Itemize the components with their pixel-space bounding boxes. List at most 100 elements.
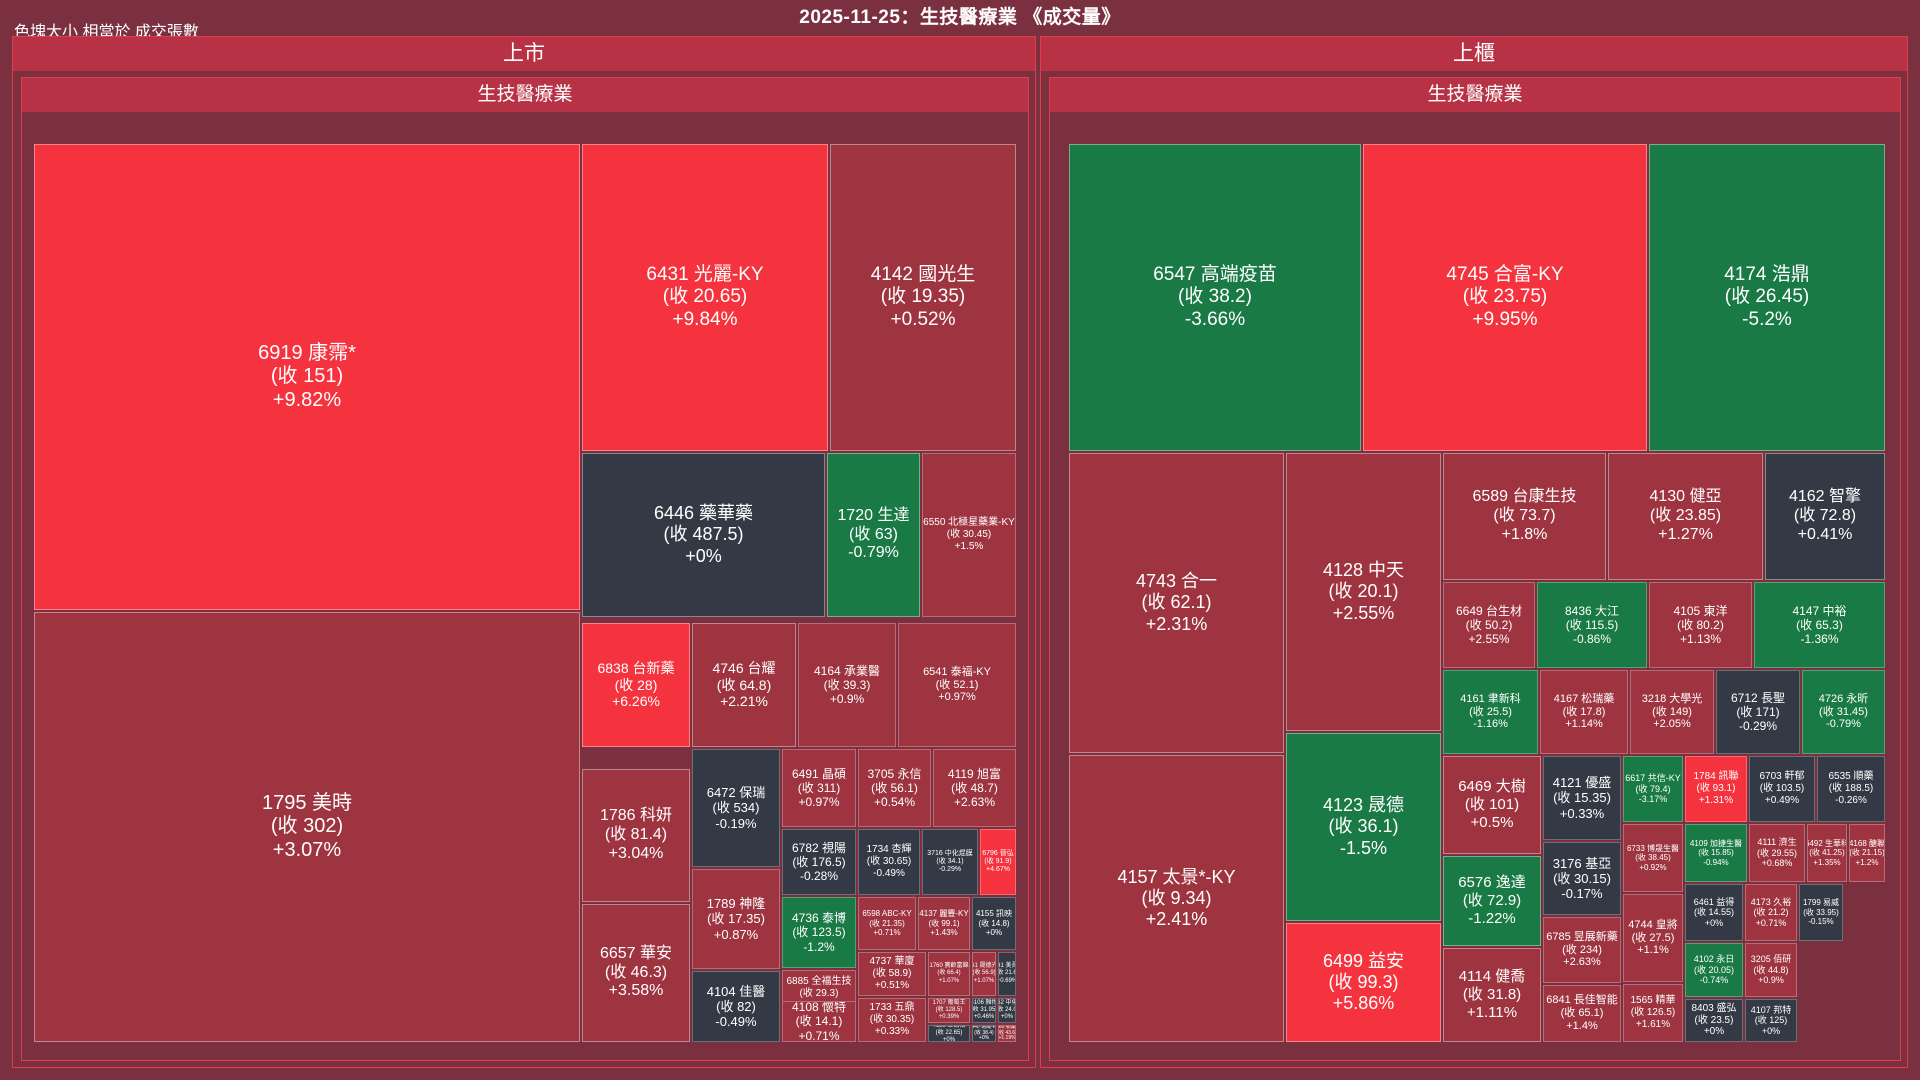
treemap-tile[interactable]: 4109 加捷生醫 (收 15.85) -0.94% bbox=[1685, 824, 1747, 882]
treemap-tile[interactable]: 1707 葡萄王 (收 128.5) +0.39% bbox=[928, 998, 970, 1023]
treemap-tile[interactable]: 4107 邦特 (收 125) +0% bbox=[1745, 999, 1797, 1042]
treemap-tile[interactable]: 1731 美吾華(收 21.6)+0.69% bbox=[998, 952, 1016, 996]
treemap-tile[interactable]: 6841 長佳智能 (收 65.1) +1.4% bbox=[1543, 985, 1621, 1042]
treemap-tile[interactable]: 1760 寶齡富錦 (收 66.4) +1.07% bbox=[928, 952, 970, 996]
treemap-tile[interactable]: 3218 大學光 (收 149) +2.05% bbox=[1630, 670, 1714, 754]
treemap-tile[interactable]: 8436 大江 (收 115.5) -0.86% bbox=[1537, 582, 1647, 668]
treemap-tile[interactable]: 1789 神隆 (收 17.35) +0.87% bbox=[692, 869, 780, 969]
tile-name: 3705 永信 bbox=[867, 766, 922, 781]
tile-name: 6712 長聖 bbox=[1730, 690, 1786, 705]
treemap-tile[interactable]: 6492 生華科 (收 41.25) +1.35% bbox=[1807, 824, 1847, 882]
treemap-tile[interactable]: 3205 佰研 (收 44.8) +0.9% bbox=[1745, 943, 1797, 997]
treemap-tile[interactable]: 6782 視陽 (收 176.5) -0.28% bbox=[782, 829, 856, 895]
treemap-tile[interactable]: 4743 合一 (收 62.1) +2.31% bbox=[1069, 453, 1284, 753]
treemap-tile[interactable]: 6785 昱展新藥 (收 234) +2.63% bbox=[1543, 917, 1621, 983]
tile-name: 4744 皇將 bbox=[1628, 918, 1678, 931]
treemap-tile[interactable]: 6431 光麗-KY (收 20.65) +9.84% bbox=[582, 144, 828, 451]
treemap-tile[interactable]: 6491 晶碩 (收 311) +0.97% bbox=[782, 749, 856, 827]
treemap-tile[interactable]: 6703 軒郁 (收 103.5) +0.49% bbox=[1749, 756, 1815, 822]
treemap-tile[interactable]: 4121 優盛 (收 15.35) +0.33% bbox=[1543, 756, 1621, 840]
treemap-tile[interactable]: 4736 泰博 (收 123.5) -1.2% bbox=[782, 897, 856, 968]
tile-close: (收 93.1) bbox=[1696, 783, 1736, 795]
tile-close: (收 99.3) bbox=[1328, 971, 1399, 992]
treemap-tile[interactable]: 6535 順藥 (收 188.5) -0.26% bbox=[1817, 756, 1885, 822]
treemap-tile[interactable]: 4105 東洋 (收 80.2) +1.13% bbox=[1649, 582, 1752, 668]
treemap-tile[interactable]: 6617 共信-KY (收 79.4) -3.17% bbox=[1623, 756, 1683, 822]
treemap-tile[interactable]: 4746 台耀 (收 64.8) +2.21% bbox=[692, 623, 796, 747]
treemap-tile[interactable]: 6461 益得 (收 14.55) +0% bbox=[1685, 884, 1743, 941]
treemap-tile[interactable]: 1734 杏輝 (收 30.65) -0.49% bbox=[858, 829, 920, 895]
treemap-tile[interactable]: 4104 佳醫 (收 82) -0.49% bbox=[692, 971, 780, 1042]
tile-name: 6598 ABC-KY bbox=[862, 909, 912, 919]
treemap-tile[interactable]: 6547 高端疫苗 (收 38.2) -3.66% bbox=[1069, 144, 1361, 451]
treemap-tile[interactable]: 4111 濟生 (收 29.55) +0.68% bbox=[1749, 824, 1805, 882]
treemap-tile[interactable]: 4128 中天 (收 20.1) +2.55% bbox=[1286, 453, 1441, 731]
treemap-tile[interactable]: 4119 旭富 (收 48.7) +2.63% bbox=[933, 749, 1016, 827]
treemap-tile[interactable]: 6796 晉弘 (收 91.9) +4.67% bbox=[980, 829, 1016, 895]
treemap-tile[interactable]: 4147 中裕 (收 65.3) -1.36% bbox=[1754, 582, 1885, 668]
treemap-tile[interactable]: 4142 國光生 (收 19.35) +0.52% bbox=[830, 144, 1016, 451]
treemap-tile[interactable]: 4155 訊映 (收 14.8) +0% bbox=[972, 897, 1016, 950]
treemap-tile[interactable]: 4745 合富-KY (收 23.75) +9.95% bbox=[1363, 144, 1647, 451]
treemap-tile[interactable]: 1565 精華 (收 126.5) +1.61% bbox=[1623, 984, 1683, 1042]
treemap-tile[interactable]: 6541 泰福-KY (收 52.1) +0.97% bbox=[898, 623, 1016, 747]
treemap-tile[interactable]: 1799 易威 (收 33.95) -0.15% bbox=[1799, 884, 1843, 941]
treemap-tile[interactable]: 4167 松瑞藥 (收 17.8) +1.14% bbox=[1540, 670, 1628, 754]
treemap-tile[interactable]: 1786 科妍 (收 81.4) +3.04% bbox=[582, 769, 690, 902]
treemap-tile[interactable]: 4133 亞諾法 (收 22.65) +0% bbox=[928, 1025, 970, 1042]
treemap-tile[interactable]: 4164 承業醫 (收 39.3) +0.9% bbox=[798, 623, 896, 747]
treemap-tile[interactable]: 4157 太景*-KY (收 9.34) +2.41% bbox=[1069, 755, 1284, 1042]
treemap-tile[interactable]: 4108 懷特 (收 14.1) +0.71% bbox=[782, 1001, 856, 1042]
treemap-tile[interactable]: 6550 北極星藥業-KY (收 30.45) +1.5% bbox=[922, 453, 1016, 617]
treemap-tile[interactable]: 6661 晟德光醫(收 56.9)+1.07% bbox=[972, 952, 996, 996]
treemap-tile[interactable]: 4102 永日 (收 20.05) -0.74% bbox=[1685, 943, 1743, 997]
treemap-tile[interactable]: 4106 雃博(收 31.95)+0.46% bbox=[972, 998, 996, 1023]
tile-change: +0.71% bbox=[873, 928, 901, 938]
tile-change: +1.35% bbox=[1813, 857, 1841, 867]
treemap-tile[interactable]: 3176 基亞 (收 30.15) -0.17% bbox=[1543, 842, 1621, 915]
tile-change: +0% bbox=[1704, 917, 1724, 928]
treemap-tile[interactable]: 6469 大樹 (收 101) +0.5% bbox=[1443, 756, 1541, 854]
treemap-tile[interactable]: 6598 ABC-KY (收 21.35) +0.71% bbox=[858, 897, 916, 950]
treemap-tile[interactable]: 4173 久裕 (收 21.2) +0.71% bbox=[1745, 884, 1797, 941]
treemap-tile[interactable]: 1784 訊聯 (收 93.1) +1.31% bbox=[1685, 756, 1747, 822]
treemap-tile[interactable]: 6649 台生材 (收 50.2) +2.55% bbox=[1443, 582, 1535, 668]
treemap-tile[interactable]: 4744 皇將 (收 27.5) +1.1% bbox=[1623, 894, 1683, 982]
tile-name: 6491 晶碩 bbox=[791, 766, 847, 781]
treemap-tile[interactable]: 6589 台康生技 (收 73.7) +1.8% bbox=[1443, 453, 1606, 580]
treemap-tile[interactable]: 6472 保瑞 (收 534) -0.19% bbox=[692, 749, 780, 867]
treemap-tile[interactable]: 4726 永昕 (收 31.45) -0.79% bbox=[1802, 670, 1885, 754]
treemap-tile[interactable]: 6576 逸達 (收 72.9) -1.22% bbox=[1443, 856, 1541, 946]
treemap-tile[interactable]: 8403 盛弘 (收 23.5) +0% bbox=[1685, 999, 1743, 1042]
tile-name: 4162 智擎 bbox=[1788, 488, 1862, 506]
tile-name: 6446 藥華藥 bbox=[653, 503, 754, 524]
treemap-tile[interactable]: 4168 醣聯 (收 21.15) +1.2% bbox=[1849, 824, 1885, 882]
treemap-tile[interactable]: 6440 易威-KY(收 38.4)+0% bbox=[972, 1025, 996, 1042]
treemap-tile[interactable]: 1760 和康生(收 43.6)+1.19% bbox=[998, 1025, 1016, 1042]
treemap-tile[interactable]: 4737 華廈 (收 58.9) +0.51% bbox=[858, 952, 926, 996]
treemap-tile[interactable]: 6838 台新藥 (收 28) +6.26% bbox=[582, 623, 690, 747]
treemap-tile[interactable]: 6499 益安 (收 99.3) +5.86% bbox=[1286, 923, 1441, 1042]
treemap-tile[interactable]: 6657 華安 (收 46.3) +3.58% bbox=[582, 904, 690, 1042]
treemap-tile[interactable]: 6919 康霈* (收 151) +9.82% bbox=[34, 144, 580, 610]
treemap-tile[interactable]: 4174 浩鼎 (收 26.45) -5.2% bbox=[1649, 144, 1885, 451]
treemap-tile[interactable]: 4130 健亞 (收 23.85) +1.27% bbox=[1608, 453, 1763, 580]
treemap-tile[interactable]: 4114 健喬 (收 31.8) +1.11% bbox=[1443, 948, 1541, 1042]
tile-close: (收 28) bbox=[614, 676, 658, 693]
treemap-tile[interactable]: 4162 智擎 (收 72.8) +0.41% bbox=[1765, 453, 1885, 580]
treemap-tile[interactable]: 6733 博晟生醫 (收 38.45) +0.92% bbox=[1623, 824, 1683, 892]
tile-name: 4109 加捷生醫 bbox=[1689, 838, 1743, 848]
treemap-tile[interactable]: 1733 五鼎 (收 30.35) +0.33% bbox=[858, 998, 926, 1042]
treemap-tile[interactable]: 1720 生達 (收 63) -0.79% bbox=[827, 453, 920, 617]
treemap-tile[interactable]: 6446 藥華藥 (收 487.5) +0% bbox=[582, 453, 825, 617]
treemap-tile[interactable]: 3716 中化焜膜 (收 34.1) -0.29% bbox=[922, 829, 978, 895]
treemap-tile[interactable]: 1762 中化生(收 24.0)+0% bbox=[998, 998, 1016, 1023]
treemap-tile[interactable]: 6712 長聖 (收 171) -0.29% bbox=[1716, 670, 1800, 754]
treemap-tile[interactable]: 1795 美時 (收 302) +3.07% bbox=[34, 612, 580, 1042]
treemap-tile[interactable]: 4161 聿新科 (收 25.5) -1.16% bbox=[1443, 670, 1538, 754]
treemap-tile[interactable]: 4123 晟德 (收 36.1) -1.5% bbox=[1286, 733, 1441, 921]
tile-change: +0.33% bbox=[874, 1025, 910, 1037]
treemap-tile[interactable]: 4137 麗豐-KY (收 99.1) +1.43% bbox=[918, 897, 970, 950]
tile-close: (收 14.55) bbox=[1693, 907, 1735, 918]
treemap-tile[interactable]: 3705 永信 (收 56.1) +0.54% bbox=[858, 749, 931, 827]
